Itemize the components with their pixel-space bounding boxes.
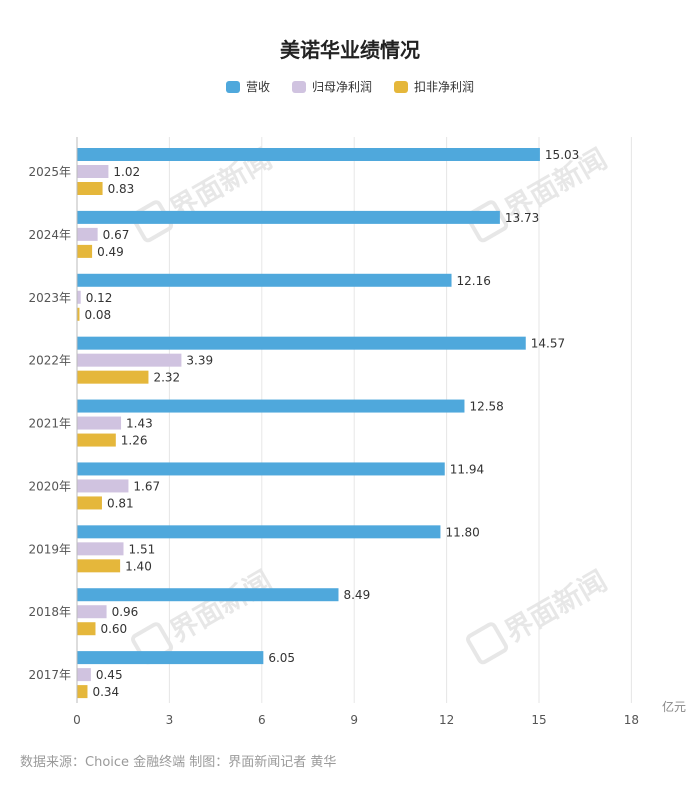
bar-1 <box>77 399 465 413</box>
data-label: 0.08 <box>84 308 111 322</box>
legend-label: 归母净利润 <box>311 80 372 94</box>
watermark-text: 界面新闻 <box>164 564 278 649</box>
bar-3 <box>77 622 96 636</box>
watermark-logo-icon <box>466 200 509 243</box>
unit-label: 亿元 <box>662 699 686 714</box>
bar-2 <box>77 416 122 430</box>
data-label: 1.26 <box>121 434 148 448</box>
bar-1 <box>77 651 264 665</box>
bar-3 <box>77 307 80 321</box>
bar-1 <box>77 588 339 602</box>
bar-1 <box>77 525 441 539</box>
data-label: 0.83 <box>108 182 135 196</box>
data-label: 6.05 <box>268 651 295 665</box>
y-category-label: 2019年 <box>28 542 71 556</box>
legend-label: 扣非净利润 <box>414 80 475 94</box>
watermark-text: 界面新闻 <box>499 564 613 649</box>
data-label: 1.02 <box>113 165 140 179</box>
data-label: 12.16 <box>457 274 491 288</box>
data-label: 0.60 <box>100 622 127 636</box>
data-label: 15.03 <box>545 148 579 162</box>
bar-2 <box>77 290 81 304</box>
y-category-label: 2022年 <box>28 354 71 368</box>
watermark-logo-icon <box>466 622 509 665</box>
bar-2 <box>77 479 129 493</box>
y-category-label: 2023年 <box>28 291 71 305</box>
bar-3 <box>77 370 149 384</box>
data-label: 2.32 <box>153 371 180 385</box>
x-tick-label: 15 <box>531 713 546 727</box>
bar-2 <box>77 668 91 682</box>
source-note: 数据来源：Choice 金融终端 制图：界面新闻记者 黄华 <box>20 755 337 770</box>
y-category-label: 2025年 <box>28 165 71 179</box>
data-label: 13.73 <box>505 211 539 225</box>
bar-1 <box>77 336 526 350</box>
y-category-label: 2017年 <box>28 668 71 682</box>
y-category-label: 2021年 <box>28 417 71 431</box>
data-label: 1.43 <box>126 417 153 431</box>
y-category-label: 2024年 <box>28 228 71 242</box>
data-label: 11.94 <box>450 462 484 476</box>
data-label: 0.12 <box>86 291 113 305</box>
data-label: 8.49 <box>343 588 370 602</box>
data-label: 3.39 <box>186 354 213 368</box>
bar-2 <box>77 542 124 556</box>
x-tick-label: 0 <box>73 713 81 727</box>
y-category-label: 2018年 <box>28 605 71 619</box>
bar-1 <box>77 148 540 161</box>
bar-1 <box>77 462 445 476</box>
legend-swatch <box>225 80 240 93</box>
bar-3 <box>77 685 88 699</box>
data-label: 0.49 <box>97 245 124 259</box>
data-label: 0.81 <box>107 496 134 510</box>
x-tick-label: 12 <box>439 713 454 727</box>
x-tick-label: 9 <box>350 713 358 727</box>
bar-2 <box>77 605 107 619</box>
data-label: 11.80 <box>445 525 479 539</box>
data-label: 12.58 <box>469 400 503 414</box>
x-tick-label: 6 <box>258 713 266 727</box>
x-tick-label: 18 <box>624 713 639 727</box>
bar-3 <box>77 559 121 573</box>
watermark-4: 界面新闻 <box>466 564 613 665</box>
bar-3 <box>77 496 102 510</box>
data-label: 1.51 <box>129 542 156 556</box>
data-label: 1.40 <box>125 559 152 573</box>
chart-title: 美诺华业绩情况 <box>280 38 420 62</box>
legend-swatch <box>394 80 408 93</box>
legend-item-3: 扣非净利润 <box>394 78 474 95</box>
legend-label: 营收 <box>245 80 270 94</box>
data-label: 0.67 <box>103 228 130 242</box>
bar-2 <box>77 165 109 178</box>
data-label: 0.34 <box>92 685 119 699</box>
data-label: 14.57 <box>531 337 565 351</box>
bar-3 <box>77 433 116 447</box>
bar-1 <box>77 273 452 287</box>
data-label: 0.96 <box>112 605 139 619</box>
bar-3 <box>77 244 93 258</box>
legend-item-1: 营收 <box>225 78 270 95</box>
bar-1 <box>77 210 500 224</box>
data-label: 0.45 <box>96 668 123 682</box>
x-tick-label: 3 <box>166 713 174 727</box>
y-category-label: 2020年 <box>28 479 71 493</box>
legend: 营收 归母净利润 扣非净利润 <box>0 78 700 95</box>
bar-2 <box>77 227 98 241</box>
bar-2 <box>77 353 182 367</box>
bar-3 <box>77 182 103 195</box>
legend-item-2: 归母净利润 <box>291 78 372 95</box>
data-label: 1.67 <box>133 479 160 493</box>
legend-swatch <box>291 80 306 93</box>
